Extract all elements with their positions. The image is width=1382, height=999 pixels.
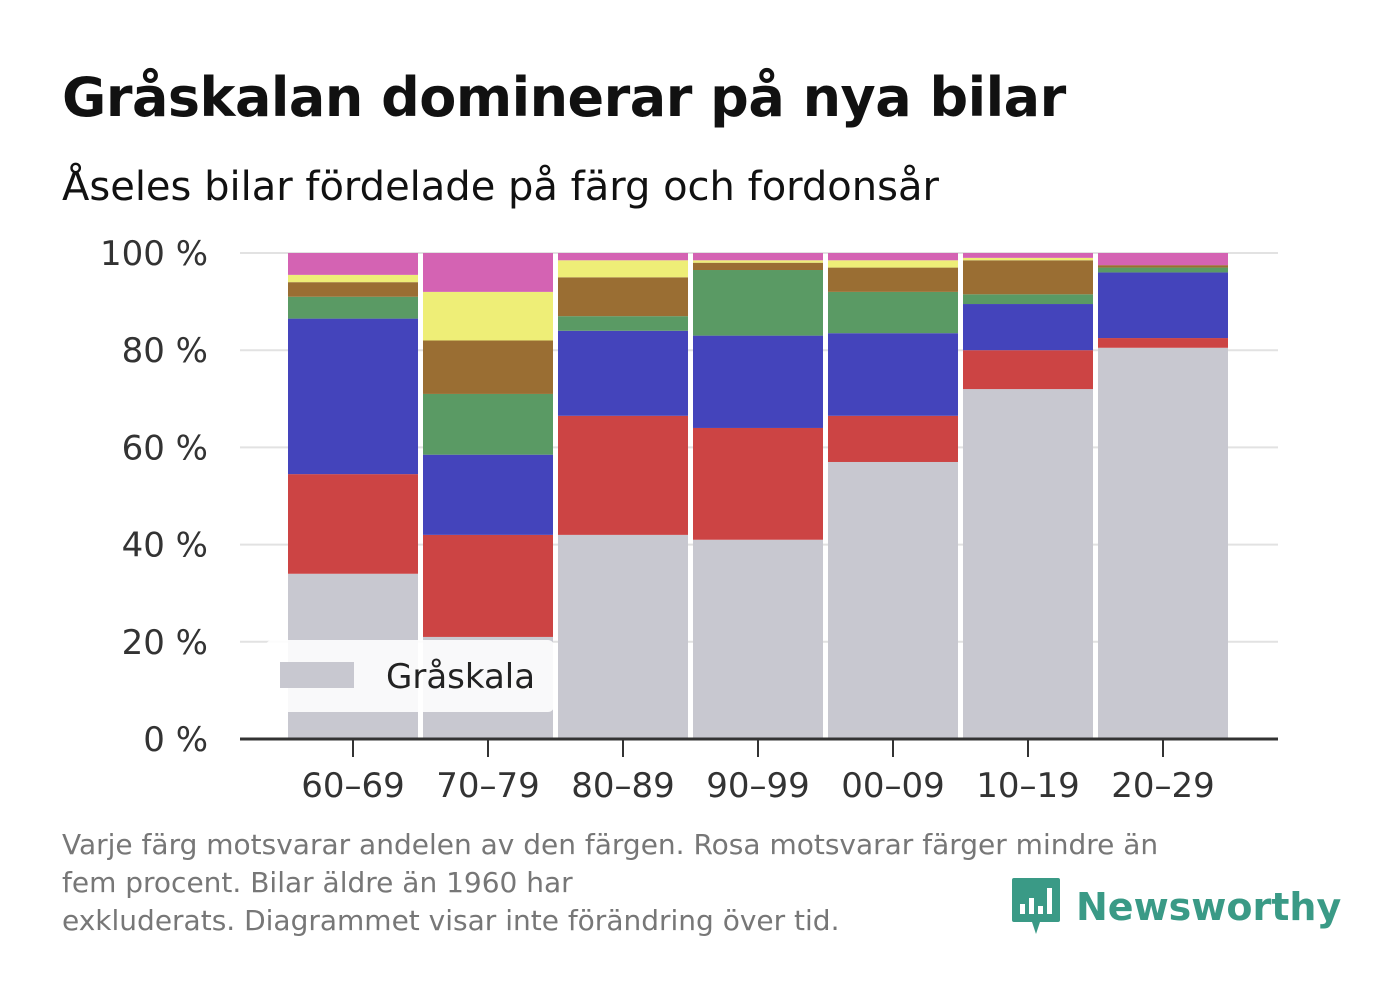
bar-segment xyxy=(558,277,688,317)
bar-segment xyxy=(423,340,553,394)
bar-segment xyxy=(558,330,688,416)
newsworthy-logo-icon xyxy=(1012,878,1060,934)
bar-segment xyxy=(288,274,418,283)
bar-segment xyxy=(693,539,823,739)
bar-segment xyxy=(288,282,418,297)
y-tick-label: 100 % xyxy=(100,234,208,274)
brand-logo: Newsworthy xyxy=(1010,876,1341,938)
bar-segment xyxy=(288,296,418,319)
x-tick-label: 60–69 xyxy=(301,766,405,806)
bar-segment xyxy=(423,393,553,455)
bar-segment xyxy=(693,427,823,540)
bar-segment xyxy=(963,257,1093,261)
bar-segment xyxy=(693,335,823,428)
footnote: Varje färg motsvarar andelen av den färg… xyxy=(62,826,1302,938)
bar-segment xyxy=(828,333,958,416)
bar-segment xyxy=(1098,265,1228,268)
bar-segment xyxy=(963,294,1093,305)
bar-segment xyxy=(828,260,958,268)
bar-segment xyxy=(558,415,688,535)
bar-segment xyxy=(288,474,418,574)
x-tick-label: 70–79 xyxy=(436,766,540,806)
bar-segment xyxy=(288,253,418,275)
footnote-line-2: fem procent. Bilar äldre än 1960 har xyxy=(62,866,573,899)
bar-segment xyxy=(828,267,958,292)
bar-segment xyxy=(963,260,1093,295)
y-tick-label: 20 % xyxy=(122,623,208,663)
bar-segment xyxy=(828,253,958,261)
x-tick-label: 20–29 xyxy=(1111,766,1215,806)
y-tick-label: 60 % xyxy=(122,428,208,468)
legend-label: Gråskala xyxy=(386,657,535,697)
x-tick-label: 80–89 xyxy=(571,766,675,806)
bar-segment xyxy=(558,253,688,261)
bar-segment xyxy=(288,318,418,475)
bar-segment xyxy=(693,260,823,263)
bar-segment xyxy=(558,534,688,739)
chart-subtitle: Åseles bilar fördelade på färg och fordo… xyxy=(62,164,939,210)
bar-segment xyxy=(828,291,958,334)
legend: Gråskala xyxy=(266,640,554,712)
x-tick-label: 90–99 xyxy=(706,766,810,806)
footnote-line-1: Varje färg motsvarar andelen av den färg… xyxy=(62,828,1159,861)
bar-segment xyxy=(963,304,1093,351)
bar-segment xyxy=(423,534,553,637)
bar-segment xyxy=(558,260,688,278)
footnote-line-3: exkluderats. Diagrammet visar inte förän… xyxy=(62,904,840,937)
bar-segment xyxy=(423,253,553,292)
bar-segment xyxy=(963,389,1093,739)
bar-segment xyxy=(423,291,553,341)
bar-segment xyxy=(558,316,688,331)
bar-segment xyxy=(828,461,958,739)
bar-segment xyxy=(1098,338,1228,348)
y-tick-label: 80 % xyxy=(122,331,208,371)
bar-segment xyxy=(693,253,823,261)
bar-segment xyxy=(1098,347,1228,739)
bar-segment xyxy=(963,253,1093,258)
legend-box xyxy=(266,640,554,712)
y-tick-label: 40 % xyxy=(122,526,208,566)
bar-segment xyxy=(693,270,823,336)
bar-segment xyxy=(1098,267,1228,273)
bar-segment xyxy=(1098,253,1228,266)
bar-segment xyxy=(1098,272,1228,339)
legend-swatch xyxy=(280,662,354,688)
brand-name: Newsworthy xyxy=(1076,885,1342,929)
bar-segment xyxy=(693,262,823,271)
bar-segment xyxy=(423,454,553,535)
bar-segment xyxy=(963,350,1093,390)
y-tick-label: 0 % xyxy=(143,720,208,760)
x-tick-label: 00–09 xyxy=(841,766,945,806)
bar-segment xyxy=(828,415,958,462)
x-tick-label: 10–19 xyxy=(976,766,1080,806)
chart-title: Gråskalan dominerar på nya bilar xyxy=(62,66,1066,129)
